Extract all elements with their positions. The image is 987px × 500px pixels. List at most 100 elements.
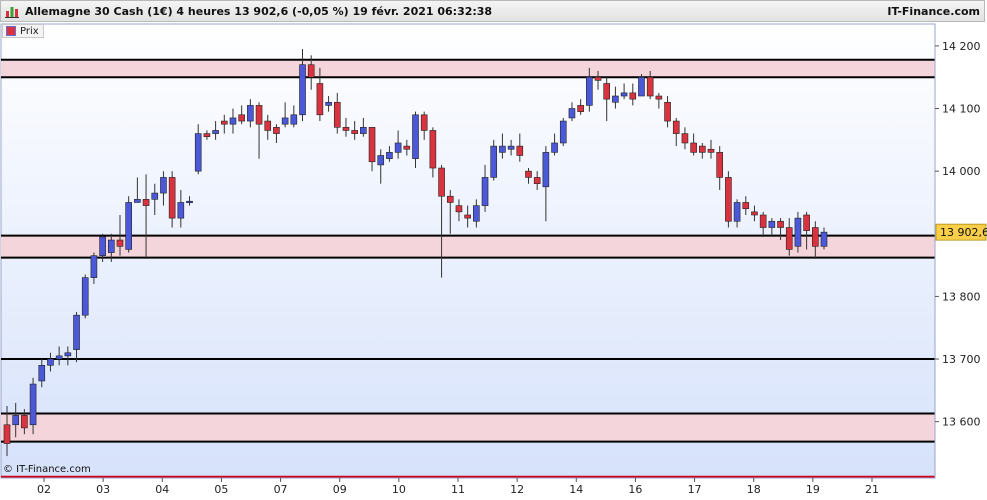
candle[interactable] — [403, 139, 411, 156]
candle[interactable] — [220, 114, 228, 134]
candle[interactable] — [316, 67, 324, 122]
candle[interactable] — [194, 124, 202, 175]
candle[interactable] — [533, 171, 541, 190]
candle[interactable] — [681, 127, 689, 150]
candle[interactable] — [646, 70, 654, 100]
candle[interactable] — [420, 111, 428, 140]
candle[interactable] — [116, 214, 124, 256]
candle[interactable] — [490, 139, 498, 181]
candle[interactable] — [481, 164, 489, 212]
candle[interactable] — [73, 312, 80, 363]
candle[interactable] — [64, 346, 72, 366]
candle[interactable] — [586, 67, 593, 112]
candle[interactable] — [99, 233, 106, 262]
candle[interactable] — [629, 83, 637, 106]
candle[interactable] — [351, 121, 358, 140]
candle[interactable] — [177, 189, 185, 228]
candle[interactable] — [638, 74, 645, 97]
candle[interactable] — [525, 168, 532, 184]
candle[interactable] — [812, 221, 819, 259]
candle[interactable] — [568, 102, 576, 122]
candle[interactable] — [394, 130, 402, 159]
candle[interactable] — [594, 70, 602, 90]
candle[interactable] — [281, 102, 289, 128]
candle[interactable] — [516, 133, 524, 162]
candle[interactable] — [777, 218, 784, 241]
candle[interactable] — [620, 83, 628, 100]
candle[interactable] — [690, 133, 697, 156]
candle[interactable] — [299, 49, 306, 122]
candle[interactable] — [238, 105, 245, 125]
candle[interactable] — [603, 77, 611, 122]
candle[interactable] — [672, 117, 680, 147]
candle[interactable] — [742, 196, 750, 215]
candle[interactable] — [333, 92, 341, 134]
candle[interactable] — [342, 117, 350, 137]
candle-body-down — [203, 133, 211, 138]
candle[interactable] — [21, 409, 28, 435]
candle[interactable] — [577, 99, 584, 115]
candle[interactable] — [446, 189, 454, 234]
candle[interactable] — [464, 205, 471, 228]
candle[interactable] — [264, 114, 272, 140]
candle[interactable] — [125, 196, 132, 253]
candle[interactable] — [716, 146, 724, 190]
candle[interactable] — [499, 133, 506, 159]
candle[interactable] — [551, 133, 558, 156]
brand-name[interactable]: IT-Finance.com — [887, 5, 980, 18]
candle[interactable] — [273, 124, 280, 143]
candle[interactable] — [559, 117, 567, 147]
candle[interactable] — [107, 233, 115, 262]
candle[interactable] — [733, 199, 741, 228]
candle[interactable] — [290, 105, 298, 128]
candle[interactable] — [325, 96, 332, 112]
candle[interactable] — [186, 196, 193, 206]
x-tick-label: 05 — [214, 483, 228, 496]
price-chart[interactable]: 13 600 13 700 13 800 14 000 14 100 14 200 02 0… — [0, 22, 987, 496]
candle[interactable] — [785, 218, 793, 256]
candle[interactable] — [377, 149, 385, 184]
candle[interactable] — [168, 171, 176, 228]
candle[interactable] — [664, 96, 671, 128]
candle[interactable] — [707, 139, 715, 159]
candle[interactable] — [794, 211, 802, 253]
candle[interactable] — [751, 205, 758, 222]
candle[interactable] — [38, 359, 46, 388]
candle[interactable] — [12, 402, 19, 438]
candle[interactable] — [90, 252, 98, 284]
candle[interactable] — [212, 121, 219, 140]
candle[interactable] — [55, 346, 63, 366]
candle[interactable] — [203, 130, 211, 140]
candle[interactable] — [725, 171, 732, 228]
candle[interactable] — [151, 183, 159, 215]
candle[interactable] — [507, 139, 515, 156]
candle[interactable] — [803, 211, 810, 250]
candle[interactable] — [255, 102, 263, 159]
candle[interactable] — [47, 352, 54, 372]
candle[interactable] — [455, 199, 463, 222]
candle[interactable] — [307, 55, 315, 90]
candle[interactable] — [655, 92, 663, 109]
candle[interactable] — [438, 164, 445, 278]
candle[interactable] — [160, 171, 167, 206]
candle[interactable] — [820, 227, 828, 250]
candle[interactable] — [768, 218, 776, 237]
candle[interactable] — [759, 211, 767, 237]
candle[interactable] — [386, 146, 393, 162]
candle[interactable] — [429, 127, 437, 178]
candle[interactable] — [473, 199, 480, 228]
candle[interactable] — [81, 274, 89, 319]
candle[interactable] — [542, 146, 550, 222]
candle[interactable] — [699, 142, 706, 159]
candle[interactable] — [368, 127, 376, 172]
candle[interactable] — [612, 86, 619, 109]
candle[interactable] — [247, 99, 254, 128]
candle[interactable] — [412, 111, 419, 169]
candle[interactable] — [3, 405, 11, 457]
candle[interactable] — [229, 108, 237, 134]
candle[interactable] — [29, 377, 37, 435]
candle[interactable] — [134, 177, 141, 203]
candle[interactable] — [142, 174, 150, 259]
legend[interactable]: Prix — [2, 24, 44, 38]
candle[interactable] — [360, 117, 367, 137]
